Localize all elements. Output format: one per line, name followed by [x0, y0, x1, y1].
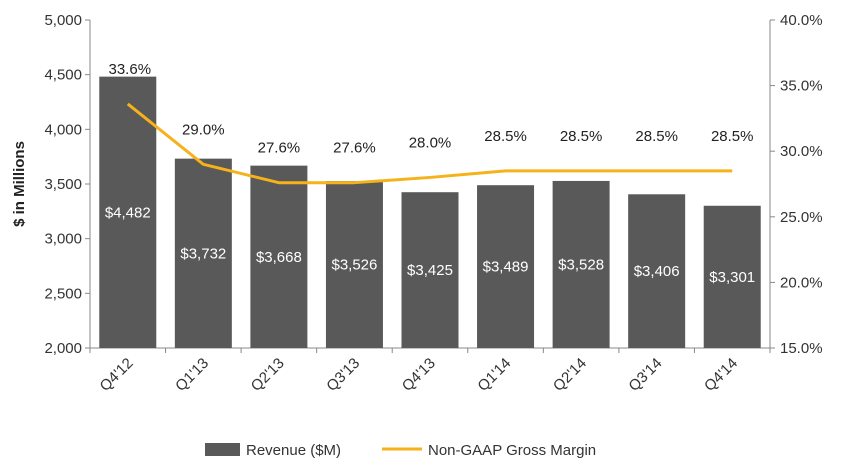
x-tick-label: Q3'13 [323, 355, 363, 395]
gross-margin-label: 27.6% [258, 140, 301, 157]
y-left-tick-label: 2,000 [44, 340, 82, 357]
legend-revenue-swatch [205, 443, 240, 456]
y-right-tick-label: 25.0% [780, 209, 823, 226]
y-right-tick-label: 20.0% [780, 274, 823, 291]
y-right-tick-label: 35.0% [780, 78, 823, 95]
y-right-tick-label: 15.0% [780, 340, 823, 357]
revenue-bar-label: $3,489 [483, 259, 529, 276]
revenue-bar [628, 194, 686, 348]
revenue-bar [99, 76, 157, 348]
revenue-bar [477, 185, 535, 348]
y-axis-left-ticks: 2,000 2,500 3,000 3,500 4,000 4,500 5,000 [44, 12, 90, 357]
gross-margin-label: 28.5% [484, 128, 527, 145]
gross-margin-label: 33.6% [109, 61, 152, 78]
x-axis-ticks: Q4'12 Q1'13 Q2'13 Q3'13 Q4'13 Q1'14 Q2'14 Q3'14… [89, 348, 771, 395]
revenue-bar-label: $3,526 [331, 257, 377, 274]
x-tick-label: Q4'12 [97, 355, 137, 395]
revenue-bar-label: $4,482 [105, 204, 151, 221]
y-left-tick-label: 4,500 [44, 67, 82, 84]
revenue-bars [99, 76, 761, 348]
x-tick-label: Q1'14 [474, 355, 514, 395]
legend: Revenue ($M) Non-GAAP Gross Margin [205, 442, 596, 459]
revenue-bar [174, 158, 232, 348]
revenue-bar [250, 165, 308, 348]
gross-margin-labels: 33.6% 29.0% 27.6% 27.6% 28.0% 28.5% 28.5% 28.5%… [109, 61, 754, 157]
y-axis-title: $ in Millions [11, 141, 28, 227]
revenue-bar-label: $3,732 [180, 245, 226, 262]
revenue-bar-label: $3,406 [634, 263, 680, 280]
gross-margin-label: 28.5% [711, 128, 754, 145]
gross-margin-label: 28.5% [635, 128, 678, 145]
revenue-bar-label: $3,668 [256, 249, 302, 266]
y-right-tick-label: 40.0% [780, 12, 823, 29]
gross-margin-label: 28.5% [560, 128, 603, 145]
legend-revenue-label: Revenue ($M) [246, 442, 341, 459]
x-tick-label: Q3'14 [625, 355, 665, 395]
y-left-tick-label: 3,500 [44, 176, 82, 193]
x-tick-label: Q2'14 [550, 355, 590, 395]
revenue-bar [325, 181, 383, 348]
x-tick-label: Q2'13 [248, 355, 288, 395]
revenue-bar-label: $3,528 [558, 256, 604, 273]
y-left-tick-label: 3,000 [44, 231, 82, 248]
revenue-bar-label: $3,425 [407, 262, 453, 279]
x-tick-label: Q1'13 [172, 355, 212, 395]
y-right-tick-label: 30.0% [780, 143, 823, 160]
gross-margin-line [126, 102, 733, 185]
gross-margin-label: 27.6% [333, 140, 376, 157]
y-left-tick-label: 5,000 [44, 12, 82, 29]
gross-margin-label: 29.0% [182, 121, 225, 138]
revenue-bar-label: $3,301 [709, 269, 755, 286]
x-tick-label: Q4'14 [701, 355, 741, 395]
revenue-bar-labels: $4,482 $3,732 $3,668 $3,526 $3,425 $3,489 $3,5… [105, 204, 755, 286]
revenue-bar [703, 205, 761, 348]
y-axis-right-ticks: 15.0% 20.0% 25.0% 30.0% 35.0% 40.0% [770, 12, 823, 357]
revenue-bar [552, 180, 610, 348]
gross-margin-label: 28.0% [409, 134, 452, 151]
x-tick-label: Q4'13 [399, 355, 439, 395]
revenue-bar [401, 192, 459, 348]
y-left-tick-label: 2,500 [44, 285, 82, 302]
legend-margin-label: Non-GAAP Gross Margin [428, 442, 596, 459]
y-left-tick-label: 4,000 [44, 121, 82, 138]
